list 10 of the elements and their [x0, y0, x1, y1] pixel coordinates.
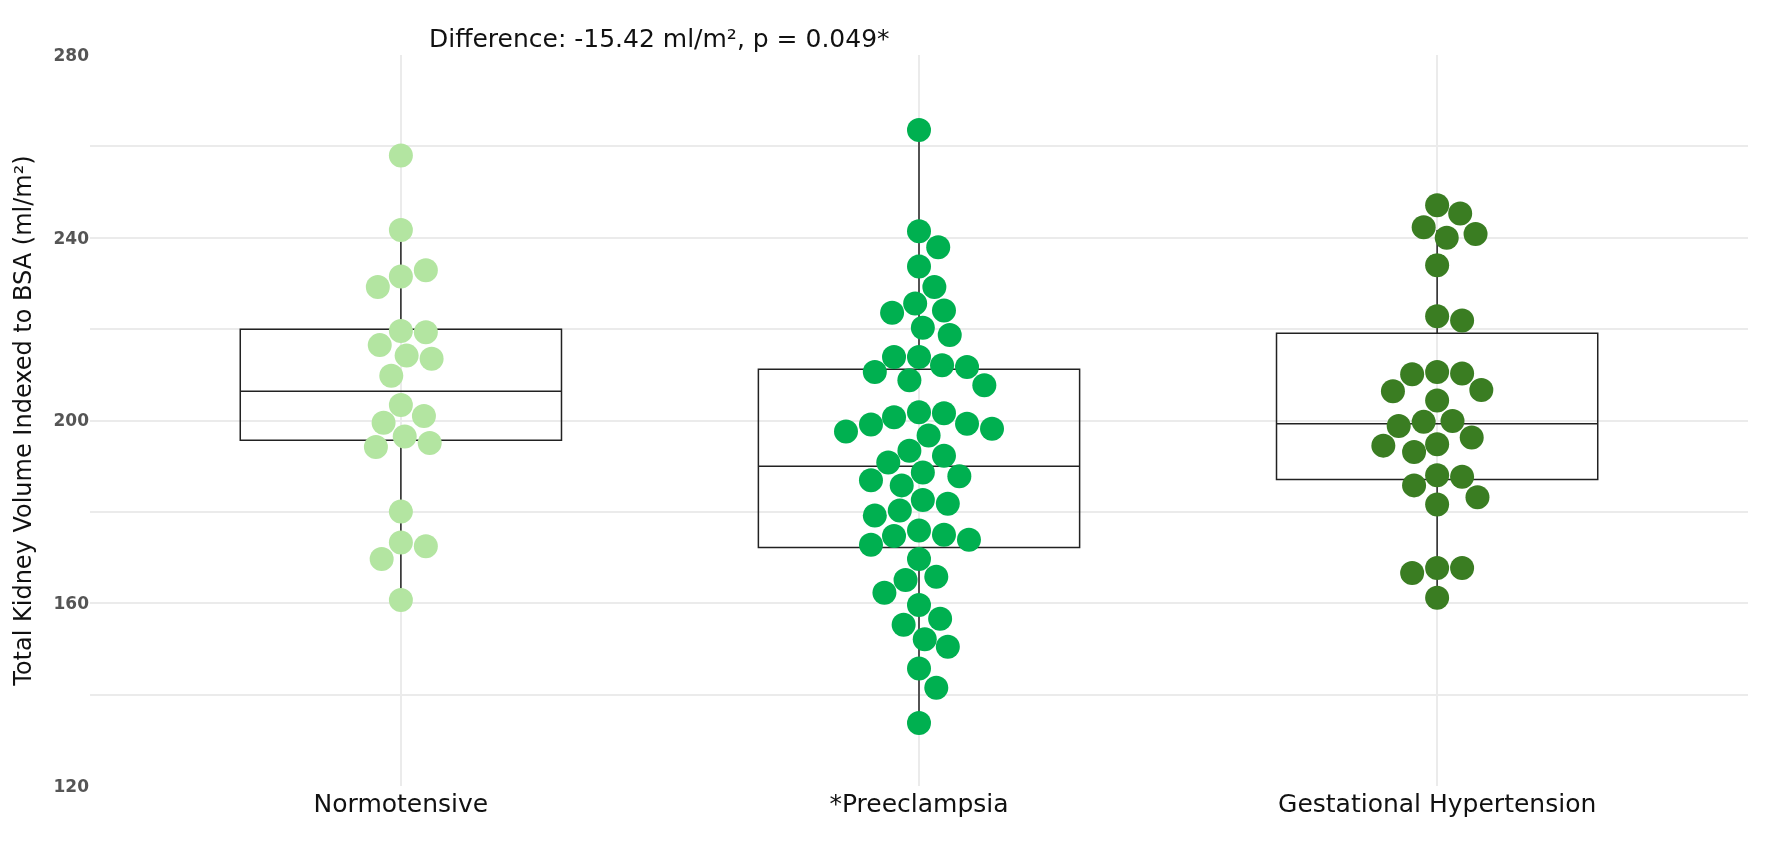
x-tick-label: Normotensive [313, 789, 489, 818]
y-tick-label: 200 [53, 410, 90, 431]
x-tick-label: *Preeclampsia [829, 789, 1009, 818]
text: Difference: -15.42 ml/m², p = 0.049* [429, 24, 890, 53]
y-tick-label: 160 [53, 593, 90, 614]
y-axis-title: Total Kidney Volume Indexed to BSA (ml/m²) [8, 155, 37, 687]
y-tick-label: 240 [53, 227, 90, 248]
x-tick-label: Gestational Hypertension [1278, 789, 1597, 818]
y-tick-label: 280 [53, 44, 90, 65]
y-tick-label: 120 [53, 775, 90, 796]
